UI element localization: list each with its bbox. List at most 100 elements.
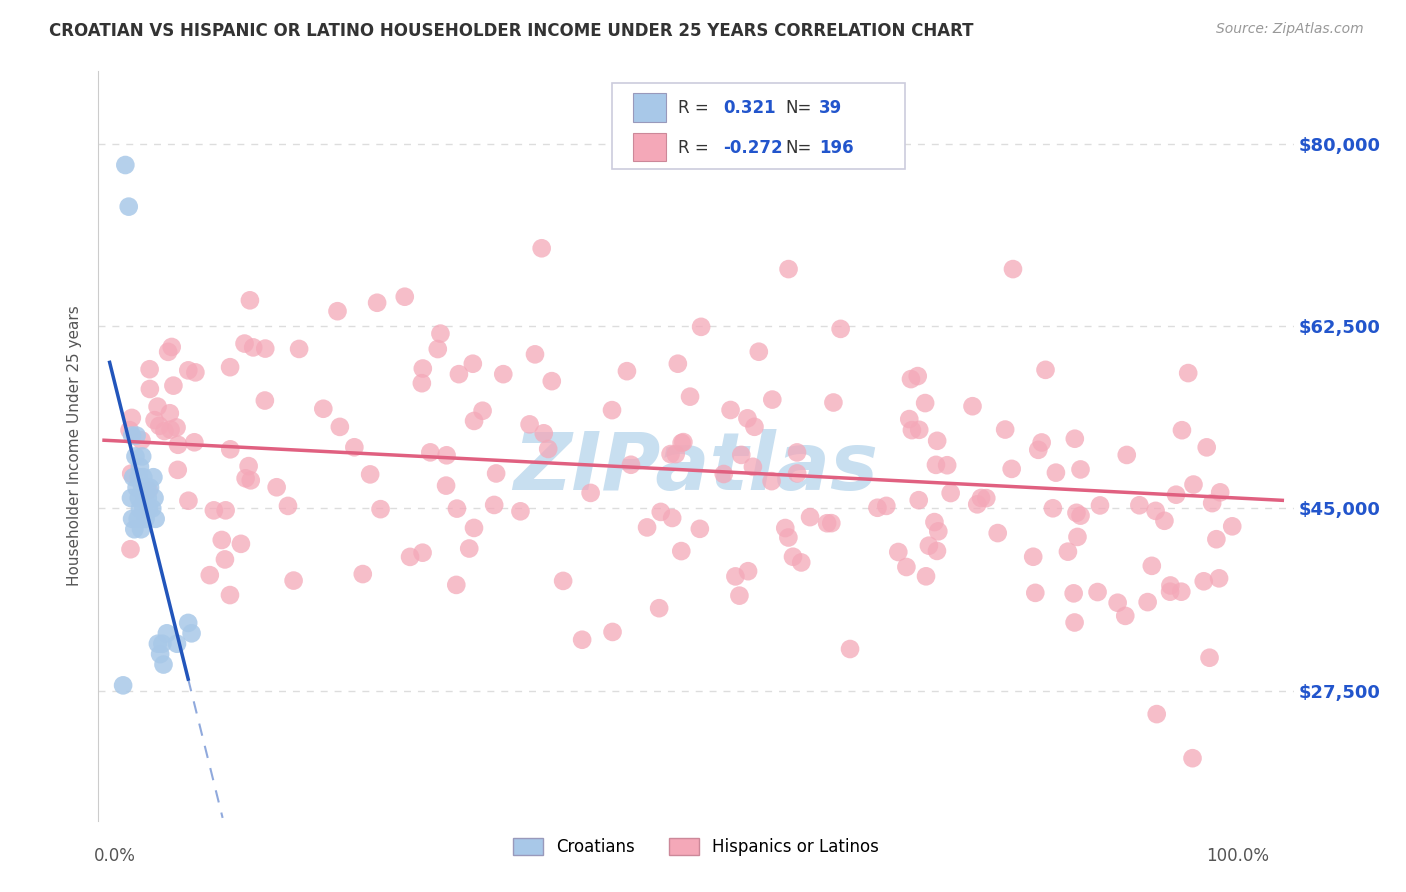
Point	[229, 537, 252, 551]
Point	[1128, 498, 1150, 512]
Point	[149, 647, 172, 661]
Point	[665, 447, 688, 461]
Point	[238, 459, 260, 474]
Point	[720, 403, 742, 417]
Point	[689, 522, 711, 536]
Point	[166, 637, 188, 651]
Point	[962, 399, 984, 413]
Point	[519, 417, 541, 432]
Point	[1153, 514, 1175, 528]
Point	[166, 420, 188, 434]
Point	[148, 418, 170, 433]
Point	[485, 467, 508, 481]
Point	[132, 470, 155, 484]
Point	[1181, 751, 1204, 765]
Point	[366, 295, 388, 310]
Point	[936, 458, 959, 473]
Point	[394, 290, 416, 304]
Point	[120, 467, 142, 481]
Point	[461, 357, 484, 371]
Point	[671, 544, 693, 558]
Point	[167, 438, 190, 452]
Point	[908, 423, 931, 437]
Point	[177, 615, 200, 630]
Point	[326, 304, 349, 318]
Point	[659, 447, 682, 461]
Point	[782, 549, 804, 564]
Point	[815, 516, 838, 531]
Point	[120, 542, 142, 557]
Point	[924, 515, 946, 529]
Point	[1182, 477, 1205, 491]
Point	[219, 360, 242, 375]
Point	[907, 369, 929, 384]
Point	[778, 531, 800, 545]
Point	[242, 340, 264, 354]
Point	[127, 512, 149, 526]
Point	[114, 158, 136, 172]
FancyBboxPatch shape	[613, 83, 905, 169]
Point	[1063, 432, 1085, 446]
Point	[166, 463, 188, 477]
Point	[159, 423, 181, 437]
Bar	[633, 133, 666, 161]
Text: ZIPatlas: ZIPatlas	[513, 429, 879, 508]
Point	[778, 262, 800, 277]
Point	[679, 390, 702, 404]
Point	[235, 471, 257, 485]
Point	[214, 552, 236, 566]
Text: N=: N=	[786, 139, 813, 157]
Point	[1088, 499, 1111, 513]
Point	[1209, 485, 1232, 500]
Point	[162, 378, 184, 392]
Point	[156, 626, 179, 640]
Text: 196: 196	[820, 139, 853, 157]
Point	[177, 493, 200, 508]
Point	[132, 501, 155, 516]
Text: -0.272: -0.272	[724, 139, 783, 157]
Point	[184, 365, 207, 379]
Point	[426, 342, 449, 356]
Point	[887, 545, 910, 559]
Point	[288, 342, 311, 356]
Point	[666, 357, 689, 371]
Point	[1063, 586, 1085, 600]
Point	[135, 512, 157, 526]
Point	[121, 428, 143, 442]
Point	[266, 480, 288, 494]
Point	[987, 526, 1010, 541]
Point	[129, 522, 152, 536]
Point	[180, 626, 202, 640]
Point	[830, 322, 852, 336]
Point	[915, 569, 938, 583]
Point	[121, 512, 143, 526]
Point	[1022, 549, 1045, 564]
Point	[900, 372, 922, 386]
Point	[994, 423, 1017, 437]
Point	[939, 486, 962, 500]
Point	[786, 445, 808, 459]
Point	[434, 478, 457, 492]
Point	[135, 481, 157, 495]
Point	[1001, 462, 1024, 476]
Point	[775, 521, 797, 535]
Point	[219, 588, 242, 602]
Point	[446, 501, 468, 516]
Point	[1220, 519, 1243, 533]
Point	[896, 560, 918, 574]
Point	[907, 493, 929, 508]
Point	[1115, 448, 1137, 462]
Point	[671, 436, 693, 450]
Point	[970, 491, 993, 505]
Point	[524, 347, 547, 361]
Point	[1001, 262, 1024, 277]
Point	[744, 419, 766, 434]
Point	[399, 549, 422, 564]
Point	[131, 481, 153, 495]
Y-axis label: Householder Income Under 25 years: Householder Income Under 25 years	[67, 306, 83, 586]
Point	[1045, 466, 1067, 480]
Point	[254, 342, 277, 356]
Point	[122, 470, 145, 484]
Point	[530, 241, 553, 255]
Point	[177, 363, 200, 377]
